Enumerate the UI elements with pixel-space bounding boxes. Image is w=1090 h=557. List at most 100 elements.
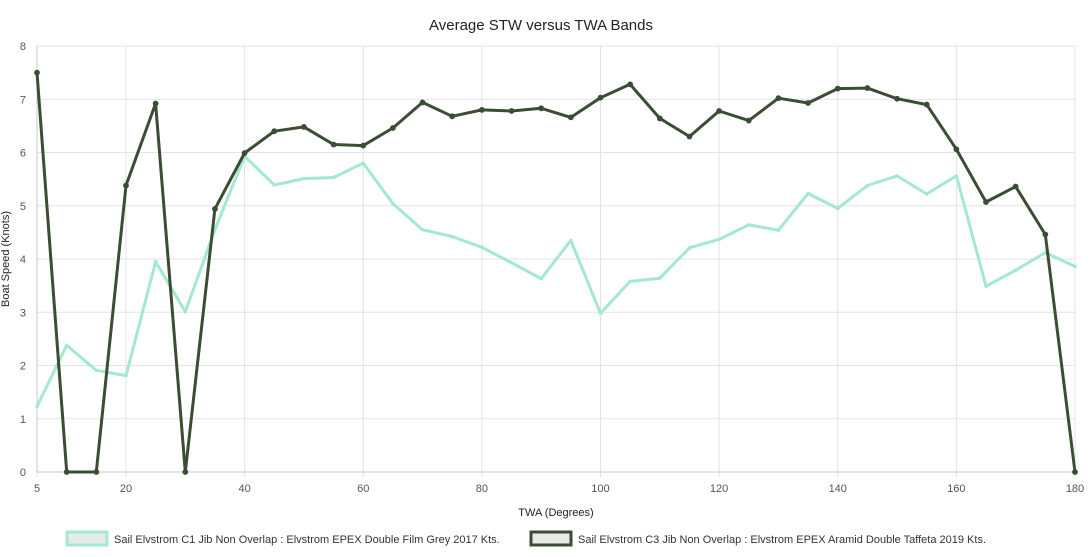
series-1-point [658,276,662,280]
legend: Sail Elvstrom C1 Jib Non Overlap : Elvst… [65,530,986,547]
series-2-point [449,113,456,120]
series-1-point [865,183,870,188]
series-1-point [598,311,603,316]
series-2-point [923,101,930,108]
series-1-point [391,201,395,206]
series-2-point [567,114,574,121]
series-1-point [509,260,514,265]
series-1-point [776,228,781,233]
y-tick-label: 8 [20,41,26,53]
series-2-point [271,128,278,135]
series-2-point [34,69,40,76]
x-tick-label: 20 [120,483,132,495]
series-1-point [835,206,840,211]
axes: 0 1 2 3 4 5 6 7 8 5 20 40 60 80 100 120 140 160 180 [20,41,1084,495]
series-1-point [35,404,39,409]
x-tick-label: 100 [591,483,609,495]
x-tick-label: 40 [238,483,250,495]
series-1-point [124,373,128,378]
series-2-point [686,133,693,140]
series-2-point [1072,469,1078,475]
x-tick-label: 180 [1066,483,1084,495]
series-2-point [508,108,515,114]
series-layer [34,69,1078,475]
series-1-point [183,309,188,314]
series-1-point [94,368,99,373]
y-tick-label: 6 [20,148,26,160]
series-2-point [864,85,871,91]
y-tick-label: 1 [20,414,26,426]
y-tick-label: 0 [20,467,26,479]
series-1-point [450,234,455,239]
series-1 [35,154,1077,409]
series-1-point [361,161,366,165]
x-axis-label: TWA (Degrees) [518,507,593,519]
series-1-point [1013,268,1018,272]
series-1-point [480,245,484,250]
y-tick-label: 5 [20,201,26,213]
x-tick-label: 140 [829,483,847,495]
series-2-point [63,469,70,475]
series-2-point [1012,183,1019,190]
series-1-point [895,174,899,178]
legend-swatch [65,530,109,547]
series-2-point [1042,231,1049,238]
chart-title: Average STW versus TWA Bands [429,17,653,34]
x-tick-label: 5 [34,483,40,495]
series-2-point [182,469,189,475]
series-2-point [894,95,900,102]
legend-swatch [529,530,573,547]
series-2-point [330,141,337,148]
series-1-line [35,154,1077,408]
series-1-point [1073,264,1077,269]
series-1-point [924,192,929,196]
series-1-point [569,238,573,243]
series-1-point [153,259,158,264]
y-tick-label: 3 [20,307,26,319]
series-2 [34,69,1078,475]
series-1-point [331,175,336,180]
x-tick-label: 60 [357,483,369,495]
y-tick-label: 7 [20,94,26,106]
y-tick-label: 2 [20,361,26,373]
legend-label: Sail Elvstrom C1 Jib Non Overlap : Elvst… [114,534,500,546]
series-1-point [687,246,692,250]
series-1-point [806,191,810,196]
x-tick-label: 160 [947,483,965,495]
series-1-point [420,227,425,232]
series-1-point [539,276,543,281]
series-2-point [805,100,811,106]
legend-item-1[interactable]: Sail Elvstrom C1 Jib Non Overlap : Elvst… [65,530,500,547]
series-2-point [241,150,248,156]
series-2-point [360,142,367,149]
series-1-point [717,237,721,242]
series-2-point [745,117,752,124]
series-1-point [64,343,69,348]
series-2-point [538,105,545,112]
series-1-point [272,183,277,187]
series-2-line [35,71,1077,474]
series-2-point [983,199,989,205]
x-tick-label: 120 [710,483,728,495]
series-2-point [716,108,723,114]
series-1-point [302,176,306,181]
y-tick-label: 4 [20,254,26,266]
legend-item-2[interactable]: Sail Elvstrom C3 Jib Non Overlap : Elvst… [529,530,986,547]
series-2-point [834,85,841,92]
series-2-point [419,99,426,106]
y-axis-label: Boat Speed (Knots) [0,211,12,307]
series-2-point [478,107,485,113]
series-2-point [212,206,218,212]
series-2-point [656,115,663,122]
series-2-point [389,125,396,131]
series-1-point [746,223,751,227]
series-2-point [597,94,604,101]
series-2-point [953,146,960,153]
series-2-point [627,81,634,88]
series-2-point [775,95,782,102]
x-tick-label: 80 [476,483,488,495]
legend-label: Sail Elvstrom C3 Jib Non Overlap : Elvst… [578,534,986,546]
series-2-point [301,124,307,130]
series-1-point [628,279,632,284]
